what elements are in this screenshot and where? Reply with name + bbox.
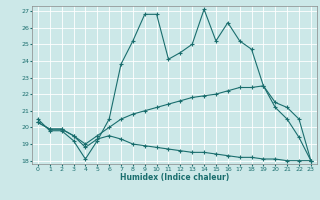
- X-axis label: Humidex (Indice chaleur): Humidex (Indice chaleur): [120, 173, 229, 182]
